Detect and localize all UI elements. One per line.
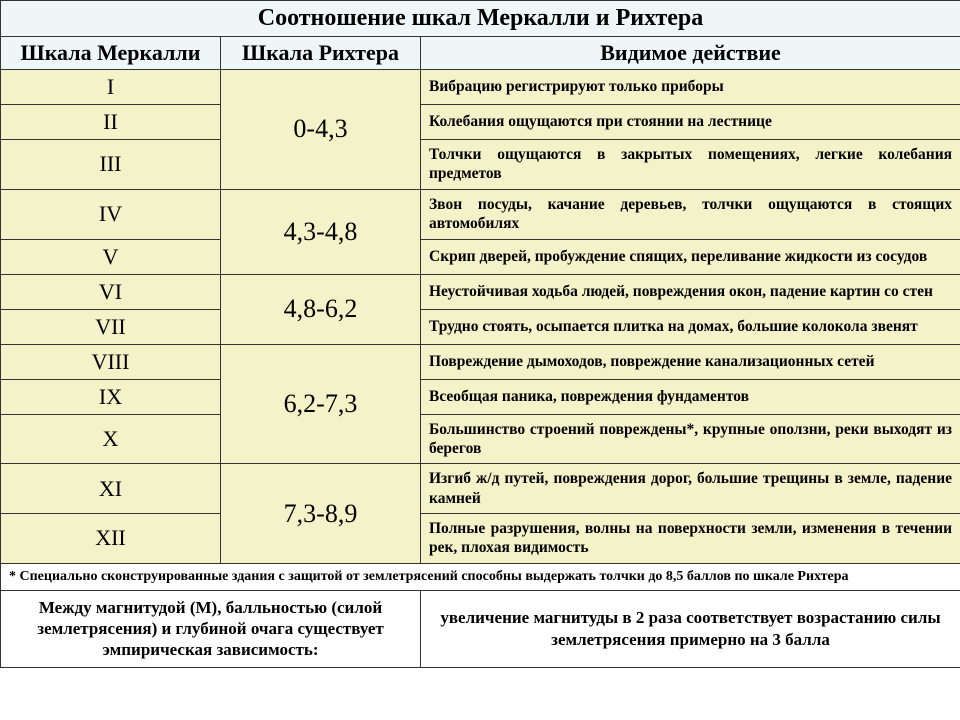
richter-cell: 0-4,3 bbox=[221, 70, 421, 190]
bottom-left-text: Между магнитудой (М), балльностью (силой… bbox=[1, 590, 421, 667]
mercalli-cell: I bbox=[1, 70, 221, 105]
header-mercalli: Шкала Меркалли bbox=[1, 37, 221, 70]
mercalli-richter-table: Соотношение шкал Меркалли и Рихтера Шкал… bbox=[0, 0, 960, 668]
header-action: Видимое действие bbox=[421, 37, 960, 70]
table-title: Соотношение шкал Меркалли и Рихтера bbox=[1, 1, 960, 37]
action-cell: Трудно стоять, осыпается плитка на домах… bbox=[421, 309, 960, 344]
action-cell: Всеобщая паника, повреждения фундаментов bbox=[421, 379, 960, 414]
table-row: III Толчки ощущаются в закрытых помещения… bbox=[1, 140, 960, 190]
richter-cell: 4,8-6,2 bbox=[221, 274, 421, 344]
footnote-row: * Специально сконструированные здания с … bbox=[1, 563, 960, 590]
mercalli-cell: II bbox=[1, 105, 221, 140]
action-cell: Большинство строений повреждены*, крупны… bbox=[421, 414, 960, 464]
table-row: XI7,3-8,9Изгиб ж/д путей, повреждения до… bbox=[1, 464, 960, 514]
action-cell: Толчки ощущаются в закрытых помещениях, … bbox=[421, 140, 960, 190]
table-row: V Скрип дверей, пробуждение спящих, перел… bbox=[1, 239, 960, 274]
table-row: X Большинство строений повреждены*, крупн… bbox=[1, 414, 960, 464]
mercalli-cell: VI bbox=[1, 274, 221, 309]
bottom-right-text: увеличение магнитуды в 2 раза соответств… bbox=[421, 590, 960, 667]
richter-cell: 4,3-4,8 bbox=[221, 189, 421, 274]
action-cell: Вибрацию регистрируют только приборы bbox=[421, 70, 960, 105]
richter-cell: 6,2-7,3 bbox=[221, 344, 421, 464]
table-row: VII Трудно стоять, осыпается плитка на до… bbox=[1, 309, 960, 344]
action-cell: Изгиб ж/д путей, повреждения дорог, боль… bbox=[421, 464, 960, 514]
table-row: VI4,8-6,2Неустойчивая ходьба людей, повр… bbox=[1, 274, 960, 309]
action-cell: Колебания ощущаются при стоянии на лестн… bbox=[421, 105, 960, 140]
bottom-row: Между магнитудой (М), балльностью (силой… bbox=[1, 590, 960, 667]
mercalli-cell: III bbox=[1, 140, 221, 190]
mercalli-cell: VII bbox=[1, 309, 221, 344]
action-cell: Звон посуды, качание деревьев, толчки ощ… bbox=[421, 189, 960, 239]
title-row: Соотношение шкал Меркалли и Рихтера bbox=[1, 1, 960, 37]
action-cell: Неустойчивая ходьба людей, повреждения о… bbox=[421, 274, 960, 309]
mercalli-cell: X bbox=[1, 414, 221, 464]
table-row: XII Полные разрушения, волны на поверхнос… bbox=[1, 514, 960, 564]
mercalli-cell: XII bbox=[1, 514, 221, 564]
mercalli-cell: XI bbox=[1, 464, 221, 514]
header-richter: Шкала Рихтера bbox=[221, 37, 421, 70]
table-row: II Колебания ощущаются при стоянии на лес… bbox=[1, 105, 960, 140]
mercalli-cell: IX bbox=[1, 379, 221, 414]
table-row: I0-4,3Вибрацию регистрируют только прибо… bbox=[1, 70, 960, 105]
mercalli-cell: VIII bbox=[1, 344, 221, 379]
footnote-text: * Специально сконструированные здания с … bbox=[1, 563, 960, 590]
action-cell: Полные разрушения, волны на поверхности … bbox=[421, 514, 960, 564]
action-cell: Повреждение дымоходов, повреждение канал… bbox=[421, 344, 960, 379]
richter-cell: 7,3-8,9 bbox=[221, 464, 421, 564]
table-row: IV4,3-4,8Звон посуды, качание деревьев, … bbox=[1, 189, 960, 239]
mercalli-cell: IV bbox=[1, 189, 221, 239]
action-cell: Скрип дверей, пробуждение спящих, перели… bbox=[421, 239, 960, 274]
mercalli-cell: V bbox=[1, 239, 221, 274]
header-row: Шкала Меркалли Шкала Рихтера Видимое дей… bbox=[1, 37, 960, 70]
table-row: IX Всеобщая паника, повреждения фундамент… bbox=[1, 379, 960, 414]
table-row: VIII6,2-7,3Повреждение дымоходов, повреж… bbox=[1, 344, 960, 379]
